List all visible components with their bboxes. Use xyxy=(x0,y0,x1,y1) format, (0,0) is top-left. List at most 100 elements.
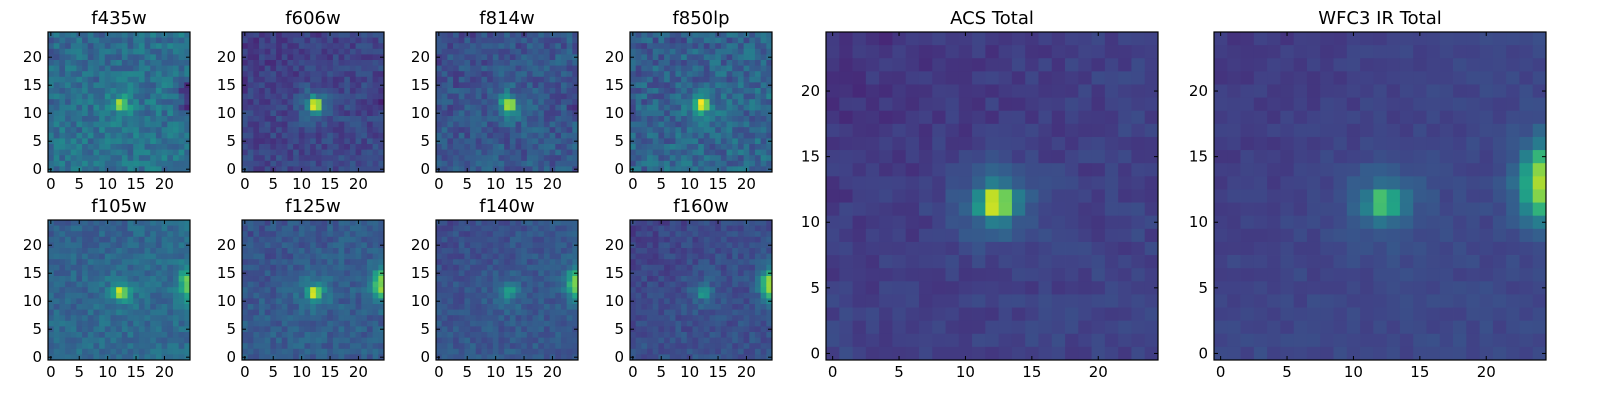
heatmap-cell xyxy=(441,332,448,338)
heatmap-cell xyxy=(481,259,488,266)
heatmap-cell xyxy=(87,348,94,355)
heatmap-cell xyxy=(87,332,94,338)
heatmap-cell xyxy=(361,253,368,260)
heatmap-cell xyxy=(715,37,722,44)
heatmap-cell xyxy=(355,348,362,355)
heatmap-cell xyxy=(543,132,550,139)
heatmap-cell xyxy=(709,242,716,249)
heatmap-cell xyxy=(281,264,288,271)
heatmap-cell xyxy=(630,99,637,106)
heatmap-cell xyxy=(247,160,254,167)
heatmap-cell xyxy=(549,144,556,150)
heatmap-cell xyxy=(247,287,254,294)
heatmap-cell xyxy=(310,264,317,271)
heatmap-cell xyxy=(281,144,288,150)
heatmap-cell xyxy=(504,132,511,139)
heatmap-cell xyxy=(572,32,579,38)
heatmap-cell xyxy=(555,71,562,78)
heatmap-cell xyxy=(647,292,654,299)
heatmap-cell xyxy=(349,354,356,361)
heatmap-cell xyxy=(698,144,705,150)
heatmap-cell xyxy=(743,138,750,145)
heatmap-cell xyxy=(681,48,688,55)
heatmap-cell xyxy=(315,99,322,106)
heatmap-cell xyxy=(65,343,72,350)
heatmap-cell xyxy=(76,121,83,128)
heatmap-cell xyxy=(59,354,66,361)
heatmap-cell xyxy=(630,144,637,150)
heatmap-cell xyxy=(53,343,60,350)
heatmap-cell xyxy=(532,132,539,139)
heatmap-cell xyxy=(504,315,511,322)
heatmap-cell xyxy=(372,121,379,128)
heatmap-cell xyxy=(549,292,556,299)
heatmap-cell xyxy=(521,332,528,338)
heatmap-cell xyxy=(560,220,568,226)
heatmap-cell xyxy=(641,155,648,162)
heatmap-cell xyxy=(121,281,128,288)
heatmap-cell xyxy=(492,292,499,299)
heatmap-cell xyxy=(766,248,773,254)
heatmap-cell xyxy=(504,138,511,145)
heatmap-cell xyxy=(749,71,756,78)
heatmap-cell xyxy=(53,32,60,38)
heatmap-cell xyxy=(338,236,345,243)
heatmap-cell xyxy=(543,155,550,162)
heatmap-cell xyxy=(635,225,642,232)
heatmap-cell xyxy=(372,37,379,44)
heatmap-cell xyxy=(93,343,100,350)
heatmap-cell xyxy=(686,93,693,100)
x-tick-label: 20 xyxy=(349,363,368,381)
heatmap-cell xyxy=(327,281,334,288)
heatmap-cell xyxy=(447,236,454,243)
heatmap-cell xyxy=(543,37,550,44)
heatmap-cell xyxy=(76,253,83,260)
heatmap-cell xyxy=(287,93,294,100)
heatmap-cell xyxy=(732,264,739,271)
heatmap-cell xyxy=(732,54,739,61)
heatmap-cell xyxy=(70,121,77,128)
heatmap-cell xyxy=(116,348,123,355)
heatmap-cell xyxy=(549,149,556,156)
heatmap-cell xyxy=(732,220,739,226)
heatmap-cell xyxy=(281,127,288,134)
heatmap-cell xyxy=(150,116,157,122)
heatmap-cell xyxy=(247,231,254,238)
heatmap-cell xyxy=(715,155,722,162)
x-tick-label: 0 xyxy=(240,175,250,193)
heatmap-cell xyxy=(338,82,345,89)
heatmap-cell xyxy=(641,132,648,139)
heatmap-cell xyxy=(366,309,374,316)
heatmap-cell xyxy=(361,37,368,44)
y-tick-label: 5 xyxy=(420,132,430,150)
heatmap-cell xyxy=(121,298,128,305)
heatmap-cell xyxy=(766,43,773,50)
heatmap-cell xyxy=(698,287,705,294)
heatmap-cell xyxy=(732,242,739,249)
heatmap-cell xyxy=(669,149,676,156)
heatmap-cell xyxy=(464,76,471,83)
heatmap-cell xyxy=(726,110,733,117)
heatmap-cell xyxy=(560,309,568,316)
heatmap-cell xyxy=(264,298,271,305)
heatmap-cell xyxy=(447,248,454,254)
heatmap-cell xyxy=(543,287,550,294)
heatmap-cell xyxy=(560,332,568,338)
heatmap-cell xyxy=(310,287,317,294)
panel-title: f105w xyxy=(91,196,146,217)
heatmap-cell xyxy=(310,231,317,238)
heatmap-cell xyxy=(242,99,249,106)
heatmap-cell xyxy=(287,48,294,55)
heatmap-cell xyxy=(366,166,374,173)
heatmap-cell xyxy=(652,248,659,254)
heatmap-cell xyxy=(481,121,488,128)
heatmap-cell xyxy=(703,99,710,106)
heatmap-cell xyxy=(504,71,511,78)
heatmap-cell xyxy=(366,304,374,310)
heatmap-cell xyxy=(104,71,111,78)
heatmap-cell xyxy=(492,54,499,61)
heatmap-cell xyxy=(315,132,322,139)
heatmap-cell xyxy=(532,93,539,100)
heatmap-cell xyxy=(110,292,117,299)
heatmap-cell xyxy=(560,326,568,333)
